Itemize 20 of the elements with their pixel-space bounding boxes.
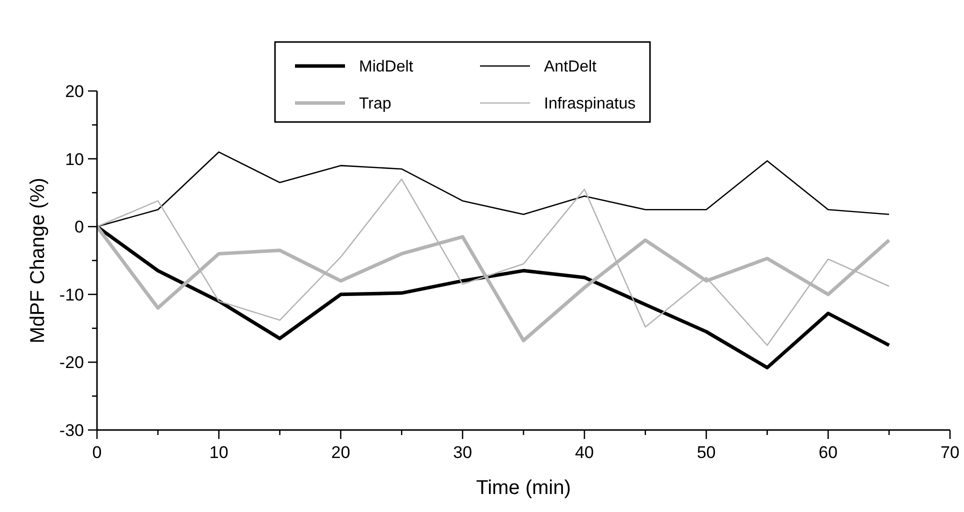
y-tick-label: -20 (59, 353, 84, 372)
legend-label: Infraspinatus (544, 96, 636, 113)
legend-label: AntDelt (544, 58, 598, 76)
x-axis-title: Time (min) (476, 477, 571, 499)
y-tick-label: 10 (65, 150, 84, 169)
y-tick-label: 20 (65, 82, 84, 101)
x-tick-label: 10 (209, 443, 228, 462)
x-tick-label: 30 (453, 443, 472, 462)
x-tick-label: 20 (331, 443, 350, 462)
legend-label: MidDelt (359, 58, 414, 76)
y-axis-title: MdPF Change (%) (27, 178, 49, 344)
x-tick-label: 40 (574, 443, 594, 462)
legend-label: Trap (359, 96, 392, 113)
y-tick-label: -10 (59, 285, 84, 304)
y-tick-label: 0 (74, 218, 84, 237)
x-tick-label: 50 (696, 443, 716, 462)
x-tick-label: 70 (940, 443, 960, 462)
x-tick-label: 0 (92, 443, 102, 462)
y-tick-label: -30 (59, 420, 84, 440)
x-tick-label: 60 (818, 443, 838, 462)
